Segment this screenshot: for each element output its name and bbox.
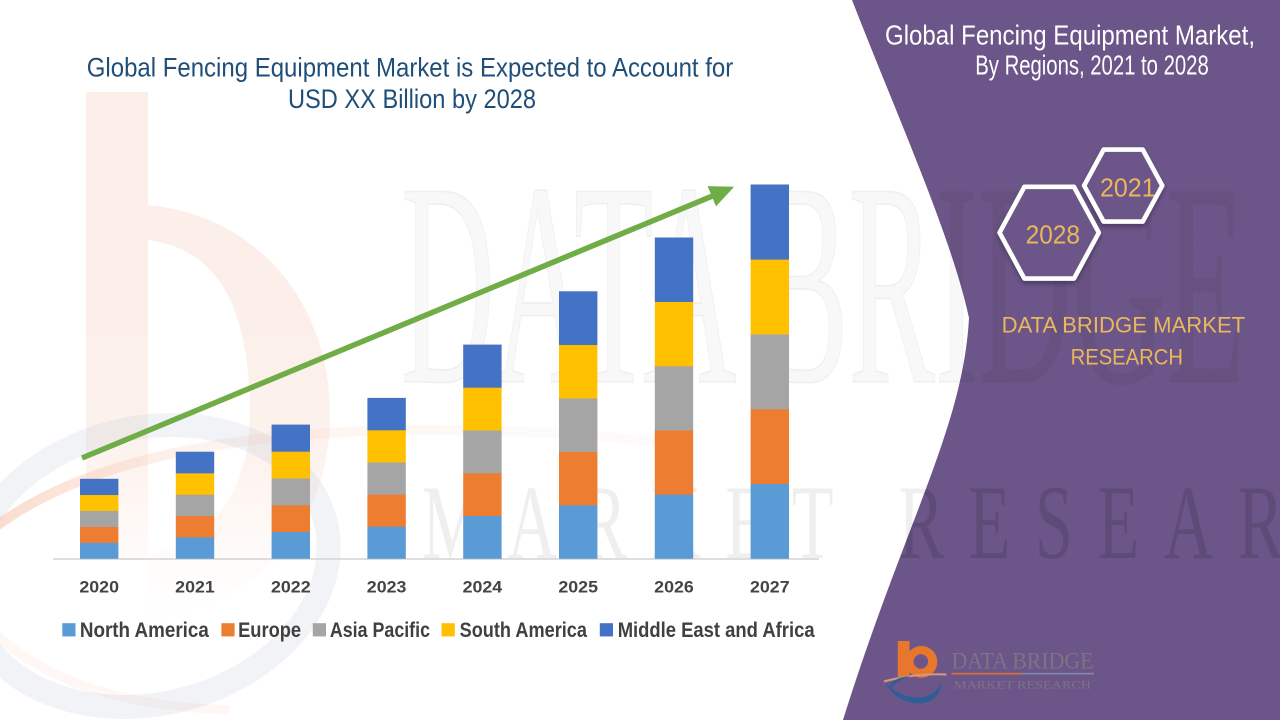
svg-text:Middle East and Africa: Middle East and Africa (618, 617, 816, 642)
svg-text:DATA BRIDGE MARKET: DATA BRIDGE MARKET (1002, 313, 1246, 338)
svg-text:Global Fencing Equipment Marke: Global Fencing Equipment Market is Expec… (87, 53, 734, 83)
svg-text:2024: 2024 (463, 578, 503, 597)
svg-text:2025: 2025 (558, 578, 598, 597)
svg-text:MARKET RESEARCH: MARKET RESEARCH (954, 680, 1091, 692)
svg-text:2020: 2020 (79, 578, 119, 597)
svg-text:2026: 2026 (654, 578, 694, 597)
svg-text:2027: 2027 (750, 578, 790, 597)
svg-text:USD XX Billion by 2028: USD XX Billion by 2028 (288, 84, 536, 114)
svg-text:2021: 2021 (1100, 173, 1156, 203)
svg-text:2021: 2021 (175, 578, 215, 597)
svg-text:Asia Pacific: Asia Pacific (330, 617, 430, 642)
svg-text:2022: 2022 (271, 578, 311, 597)
svg-text:By Regions, 2021 to 2028: By Regions, 2021 to 2028 (975, 49, 1209, 80)
svg-text:Global Fencing Equipment Marke: Global Fencing Equipment Market, (885, 20, 1255, 51)
svg-text:South America: South America (460, 617, 588, 642)
svg-text:North America: North America (80, 617, 210, 642)
svg-text:2028: 2028 (1026, 219, 1080, 249)
svg-text:Europe: Europe (238, 617, 301, 642)
svg-text:DATA BRIDGE: DATA BRIDGE (952, 649, 1094, 674)
svg-text:2023: 2023 (367, 578, 407, 597)
svg-text:RESEARCH: RESEARCH (1071, 344, 1183, 369)
